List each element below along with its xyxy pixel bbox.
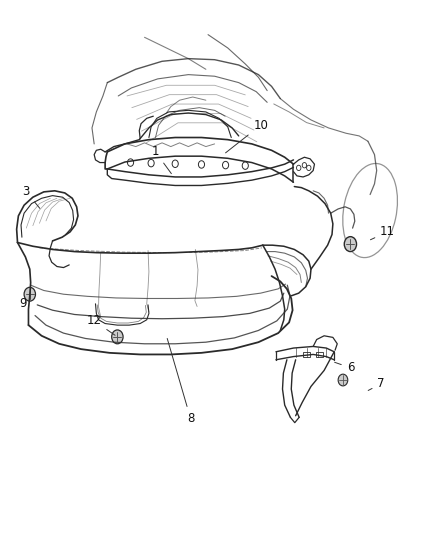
Bar (303, 352, 310, 357)
Text: 12: 12 (87, 314, 115, 335)
Circle shape (112, 330, 123, 344)
Circle shape (338, 374, 348, 386)
Bar (316, 352, 323, 357)
Text: 10: 10 (226, 119, 268, 153)
Text: 6: 6 (335, 361, 354, 374)
Text: 7: 7 (368, 377, 385, 391)
Circle shape (24, 287, 35, 301)
Text: 1: 1 (152, 146, 171, 174)
Text: 11: 11 (371, 225, 395, 240)
Text: 9: 9 (19, 294, 30, 310)
Circle shape (344, 237, 357, 252)
Text: 8: 8 (167, 338, 194, 425)
Text: 3: 3 (23, 185, 40, 208)
